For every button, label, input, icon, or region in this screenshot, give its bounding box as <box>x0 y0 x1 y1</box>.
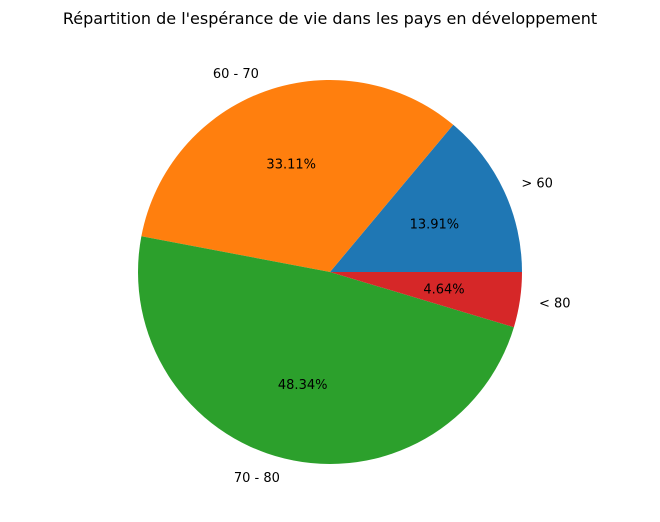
slice-label-2: 70 - 80 <box>234 471 280 486</box>
pie-slices <box>138 80 522 464</box>
chart-title: Répartition de l'espérance de vie dans l… <box>63 9 597 28</box>
pie-labels: > 60 13.91% 60 - 70 33.11% 70 - 80 48.34% < 80… <box>213 67 571 486</box>
slice-percent-2: 48.34% <box>278 378 328 393</box>
slice-label-0: > 60 <box>521 177 553 192</box>
slice-label-3: < 80 <box>539 297 571 312</box>
pie-slice-1 <box>141 80 454 272</box>
slice-percent-0: 13.91% <box>410 217 460 232</box>
slice-label-1: 60 - 70 <box>213 67 259 82</box>
slice-percent-3: 4.64% <box>423 283 464 298</box>
pie-slice-3 <box>330 272 522 328</box>
pie-slice-0 <box>330 124 522 272</box>
pie-slice-2 <box>138 236 514 464</box>
slice-percent-1: 33.11% <box>266 158 316 173</box>
